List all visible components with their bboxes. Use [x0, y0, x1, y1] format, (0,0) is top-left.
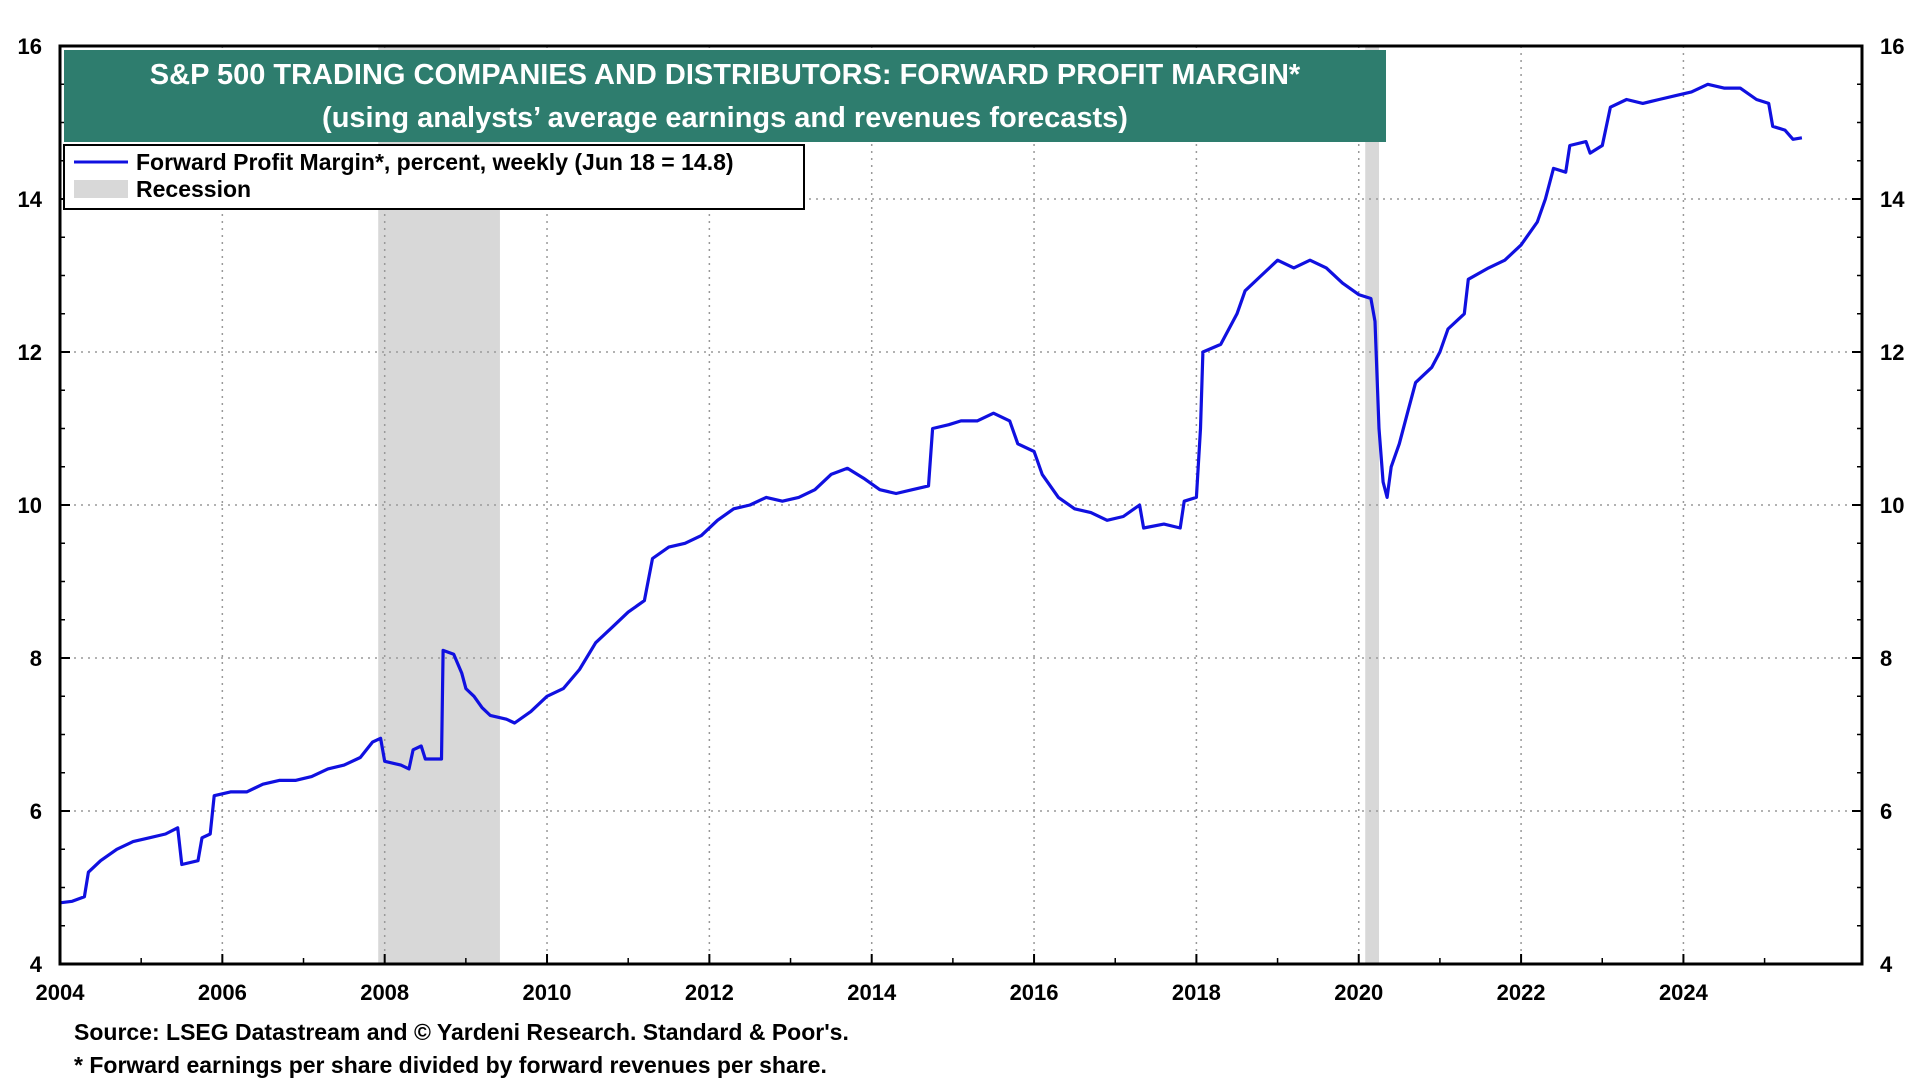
axis-ticks: 4 4 6 6 8 8 10 10 12 12 14 14 16 16 2004 2006 2008 2010 20…	[18, 34, 1906, 1005]
y-tick-label-left: 8	[30, 646, 42, 671]
x-tick-label: 2016	[1010, 980, 1059, 1005]
x-tick-label: 2014	[847, 980, 897, 1005]
x-tick-label: 2012	[685, 980, 734, 1005]
y-tick-label-left: 10	[18, 493, 42, 518]
x-tick-label: 2018	[1172, 980, 1221, 1005]
y-tick-label-left: 14	[18, 187, 43, 212]
y-tick-label-left: 12	[18, 340, 42, 365]
x-tick-label: 2022	[1497, 980, 1546, 1005]
legend-recession-swatch	[74, 180, 128, 198]
recession-band-1	[1365, 46, 1380, 964]
x-tick-label: 2008	[360, 980, 409, 1005]
y-tick-label-left: 6	[30, 799, 42, 824]
y-tick-label-right: 6	[1880, 799, 1892, 824]
source-note: Source: LSEG Datastream and © Yardeni Re…	[74, 1019, 849, 1045]
series-line-forward-profit-margin	[59, 82, 1803, 905]
series	[59, 82, 1803, 905]
y-tick-label-right: 14	[1880, 187, 1905, 212]
y-tick-label-right: 8	[1880, 646, 1892, 671]
grid	[60, 46, 1862, 964]
x-tick-label: 2004	[36, 980, 86, 1005]
y-tick-label-left: 4	[30, 952, 43, 977]
x-tick-label: 2024	[1659, 980, 1709, 1005]
x-tick-label: 2020	[1334, 980, 1383, 1005]
y-tick-label-right: 4	[1880, 952, 1893, 977]
legend-box	[63, 144, 805, 210]
y-tick-label-left: 16	[18, 34, 42, 59]
chart-title: S&P 500 TRADING COMPANIES AND DISTRIBUTO…	[150, 59, 1301, 91]
legend-series-label: Forward Profit Margin*, percent, weekly …	[136, 149, 734, 175]
y-tick-label-right: 12	[1880, 340, 1904, 365]
legend-recession-label: Recession	[136, 176, 251, 202]
y-tick-label-right: 16	[1880, 34, 1904, 59]
x-tick-label: 2010	[523, 980, 572, 1005]
title-box	[64, 50, 1386, 142]
x-tick-label: 2006	[198, 980, 247, 1005]
chart-subtitle: (using analysts’ average earnings and re…	[322, 102, 1128, 134]
footnote: * Forward earnings per share divided by …	[74, 1052, 827, 1078]
legend: Forward Profit Margin*, percent, weekly …	[63, 144, 805, 210]
y-tick-label-right: 10	[1880, 493, 1904, 518]
